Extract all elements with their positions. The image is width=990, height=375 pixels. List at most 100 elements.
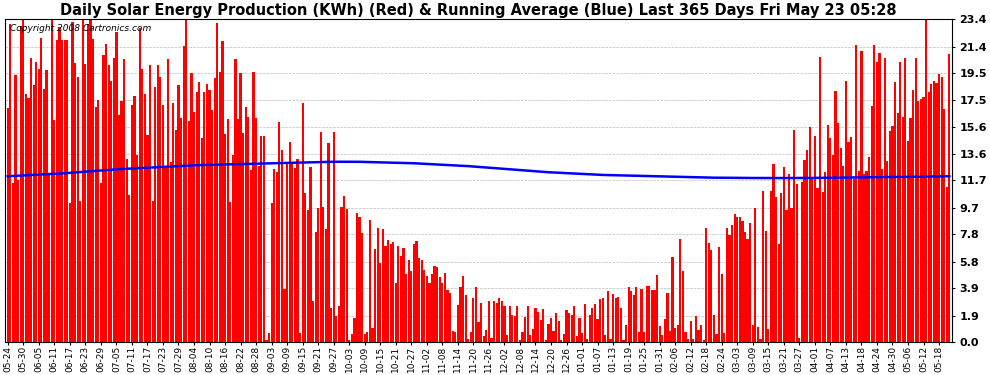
Bar (330, 308, 333, 342)
Bar (262, 136, 265, 342)
Bar (323, 207, 325, 342)
Bar (630, 291, 633, 342)
Bar (92, 39, 94, 342)
Bar (410, 271, 413, 342)
Bar (278, 122, 280, 342)
Bar (860, 51, 862, 342)
Bar (628, 287, 630, 342)
Bar (289, 142, 291, 342)
Bar (467, 339, 469, 342)
Bar (379, 262, 381, 342)
Bar (817, 188, 819, 342)
Bar (873, 45, 875, 342)
Bar (656, 275, 658, 342)
Bar (552, 332, 554, 342)
Bar (333, 132, 335, 342)
Bar (469, 332, 472, 342)
Bar (193, 112, 195, 342)
Bar (568, 314, 570, 342)
Bar (746, 239, 748, 342)
Bar (483, 336, 485, 342)
Bar (371, 328, 373, 342)
Bar (721, 274, 723, 342)
Bar (216, 23, 219, 342)
Bar (30, 58, 32, 342)
Bar (547, 324, 549, 342)
Bar (95, 107, 97, 342)
Bar (41, 38, 43, 342)
Bar (416, 241, 418, 342)
Bar (602, 298, 604, 342)
Bar (716, 334, 718, 342)
Bar (66, 40, 68, 342)
Bar (583, 304, 586, 342)
Bar (79, 201, 81, 342)
Bar (328, 143, 330, 342)
Bar (549, 318, 552, 342)
Bar (439, 277, 441, 342)
Bar (442, 283, 444, 342)
Bar (304, 193, 306, 342)
Bar (315, 232, 317, 342)
Bar (294, 168, 296, 342)
Bar (669, 331, 671, 342)
Bar (405, 274, 407, 342)
Bar (931, 84, 933, 342)
Bar (446, 290, 448, 342)
Bar (658, 326, 660, 342)
Bar (671, 257, 673, 342)
Bar (697, 330, 700, 342)
Bar (650, 291, 653, 342)
Bar (537, 312, 540, 342)
Bar (63, 40, 65, 342)
Bar (113, 58, 115, 342)
Bar (97, 100, 99, 342)
Bar (742, 221, 743, 342)
Bar (185, 19, 187, 342)
Bar (814, 136, 816, 342)
Bar (76, 77, 79, 342)
Bar (645, 286, 647, 342)
Bar (878, 53, 881, 342)
Bar (940, 77, 942, 342)
Bar (87, 24, 89, 342)
Bar (737, 217, 739, 342)
Bar (389, 244, 392, 342)
Bar (503, 306, 506, 342)
Bar (255, 118, 257, 342)
Bar (387, 240, 389, 342)
Bar (232, 156, 234, 342)
Bar (889, 131, 891, 342)
Bar (661, 335, 663, 342)
Bar (641, 289, 643, 342)
Bar (804, 160, 806, 342)
Bar (84, 64, 86, 342)
Bar (788, 174, 790, 342)
Bar (413, 244, 415, 342)
Bar (842, 166, 844, 342)
Bar (7, 108, 9, 342)
Bar (50, 19, 52, 342)
Bar (620, 309, 622, 342)
Bar (560, 340, 562, 342)
Bar (498, 298, 500, 342)
Bar (822, 192, 824, 342)
Bar (516, 306, 519, 342)
Bar (690, 321, 692, 342)
Bar (22, 19, 25, 342)
Bar (312, 301, 314, 342)
Bar (599, 299, 601, 342)
Bar (429, 283, 431, 342)
Bar (15, 75, 17, 342)
Bar (17, 180, 19, 342)
Bar (224, 134, 226, 342)
Bar (731, 225, 734, 342)
Bar (666, 293, 668, 342)
Bar (676, 325, 679, 342)
Bar (164, 165, 166, 342)
Bar (544, 340, 546, 342)
Bar (182, 46, 185, 342)
Bar (886, 162, 888, 342)
Bar (403, 248, 405, 342)
Bar (863, 174, 865, 342)
